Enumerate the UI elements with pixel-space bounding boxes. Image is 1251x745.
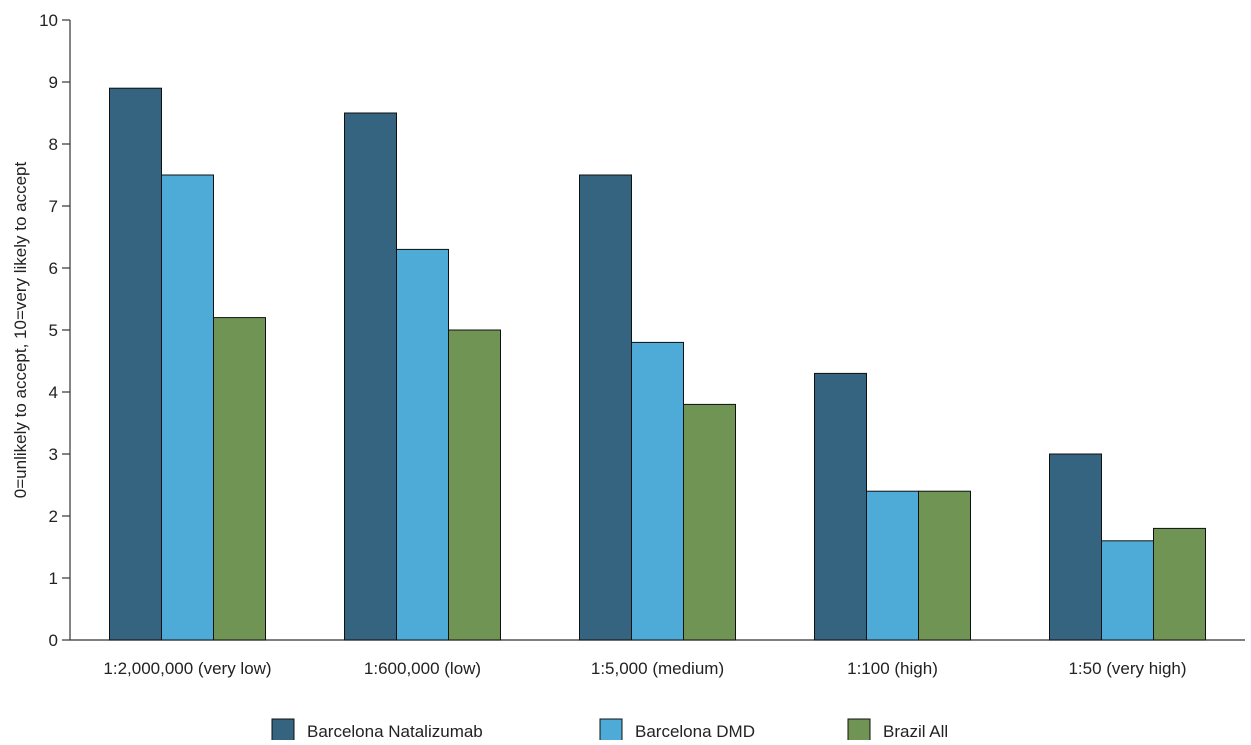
bar (344, 112, 397, 641)
y-tick-label: 8 (49, 135, 58, 154)
y-axis-title: 0=unlikely to accept, 10=very likely to … (11, 162, 30, 499)
bar (213, 317, 266, 641)
legend-item: Barcelona DMD (599, 718, 755, 742)
legend-label: Barcelona Natalizumab (307, 722, 483, 740)
y-tick-label: 0 (49, 631, 58, 650)
bar (683, 403, 736, 641)
x-category-label: 1:100 (high) (847, 659, 938, 678)
bar (814, 372, 867, 641)
legend-label: Barcelona DMD (635, 722, 755, 740)
x-category-label: 1:50 (very high) (1068, 659, 1186, 678)
bar (396, 248, 449, 641)
y-tick-label: 9 (49, 73, 58, 92)
y-tick-label: 7 (49, 197, 58, 216)
y-tick-label: 10 (39, 11, 58, 30)
bar (1049, 453, 1102, 641)
x-category-label: 1:2,000,000 (very low) (103, 659, 271, 678)
legend-swatch (271, 718, 295, 742)
y-tick-label: 3 (49, 445, 58, 464)
legend-item: Brazil All (847, 718, 948, 742)
bar (448, 329, 501, 641)
bar (1101, 540, 1154, 641)
y-tick-label: 2 (49, 507, 58, 526)
bar (579, 174, 632, 641)
bar (109, 87, 162, 641)
x-category-label: 1:600,000 (low) (364, 659, 481, 678)
bar (866, 490, 919, 641)
bar (918, 490, 971, 641)
bar (1153, 527, 1206, 641)
y-tick-label: 1 (49, 569, 58, 588)
bar (161, 174, 214, 641)
legend-swatch (599, 718, 623, 742)
legend-item: Barcelona Natalizumab (271, 718, 483, 742)
y-tick-label: 5 (49, 321, 58, 340)
legend-label: Brazil All (883, 722, 948, 740)
x-category-label: 1:5,000 (medium) (591, 659, 724, 678)
y-tick-label: 6 (49, 259, 58, 278)
legend-swatch (847, 718, 871, 742)
y-tick-label: 4 (49, 383, 58, 402)
bar (631, 341, 684, 641)
